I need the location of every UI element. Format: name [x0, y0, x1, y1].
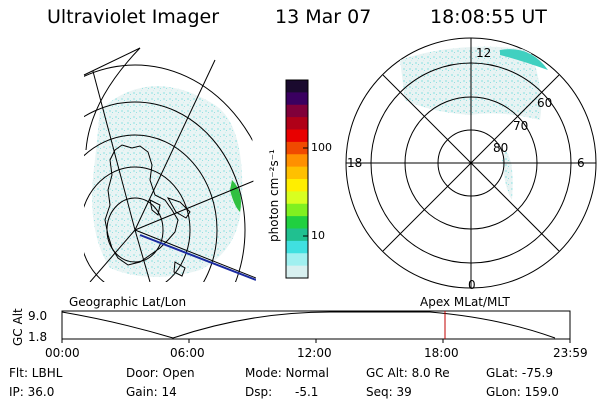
colorbar-tick-100: 100 — [311, 141, 332, 154]
colorbar-segment — [286, 191, 308, 205]
colorbar-segment — [286, 129, 308, 143]
geo-bright-emission — [230, 180, 241, 212]
apex-mlat-mlt-map — [345, 37, 597, 289]
colorbar-segment — [286, 166, 308, 180]
geo-auroral-emission — [92, 86, 243, 278]
altitude-y-tick-high: 9.0 — [28, 309, 48, 323]
mlat-label-70: 70 — [513, 119, 529, 133]
colorbar-segment — [286, 228, 308, 242]
status-glat: GLat: -75.9 — [486, 366, 553, 380]
status-door: Door: Open — [126, 366, 195, 380]
mlat-label-80: 80 — [493, 141, 509, 155]
x-tick-0600: 06:00 — [170, 346, 205, 360]
status-ip: IP: 36.0 — [9, 385, 55, 399]
colorbar-segment — [286, 179, 308, 192]
x-tick-2359: 23:59 — [553, 346, 588, 360]
mlat-label-60: 60 — [537, 96, 553, 110]
status-dsp-label: Dsp: — [245, 385, 273, 399]
colorbar — [285, 79, 309, 279]
apex-panel-label: Apex MLat/MLT — [420, 295, 510, 309]
mlt-label-6: 6 — [577, 156, 585, 170]
mlt-label-12: 12 — [476, 46, 492, 60]
colorbar-segment — [286, 216, 308, 230]
status-dsp-value: -5.1 — [295, 385, 319, 399]
colorbar-segment — [286, 203, 308, 217]
status-gc-alt: GC Alt: 8.0 Re — [366, 366, 450, 380]
colorbar-segment — [286, 265, 308, 279]
colorbar-segment — [286, 253, 308, 267]
observation-date: 13 Mar 07 — [275, 6, 372, 28]
mlt-label-18: 18 — [347, 156, 363, 170]
status-gain: Gain: 14 — [126, 385, 177, 399]
instrument-title: Ultraviolet Imager — [47, 6, 220, 28]
x-tick-1800: 18:00 — [424, 346, 459, 360]
observation-time: 18:08:55 UT — [430, 6, 547, 28]
status-filter: Flt: LBHL — [9, 366, 63, 380]
altitude-y-label: GC Alt — [11, 308, 25, 346]
colorbar-segment — [286, 240, 308, 254]
altitude-y-tick-low: 1.8 — [28, 330, 48, 344]
geographic-map — [83, 47, 256, 282]
status-seq: Seq: 39 — [366, 385, 412, 399]
status-mode: Mode: Normal — [245, 366, 329, 380]
colorbar-border — [285, 79, 309, 279]
colorbar-segment — [286, 117, 308, 131]
colorbar-unit-label: photon cm⁻²s⁻¹ — [267, 149, 281, 242]
colorbar-segment — [286, 141, 308, 155]
colorbar-tick-10: 10 — [311, 229, 325, 242]
colorbar-segment — [286, 104, 308, 118]
geo-panel-label: Geographic Lat/Lon — [69, 295, 187, 309]
colorbar-segment — [286, 154, 308, 168]
mlt-label-0: 0 — [468, 278, 476, 292]
x-tick-1200: 12:00 — [297, 346, 332, 360]
colorbar-segment — [286, 80, 308, 93]
altitude-curve — [61, 311, 556, 339]
status-glon: GLon: 159.0 — [486, 385, 559, 399]
x-tick-0000: 00:00 — [45, 346, 80, 360]
colorbar-segment — [286, 92, 308, 106]
altitude-plot — [61, 310, 571, 343]
